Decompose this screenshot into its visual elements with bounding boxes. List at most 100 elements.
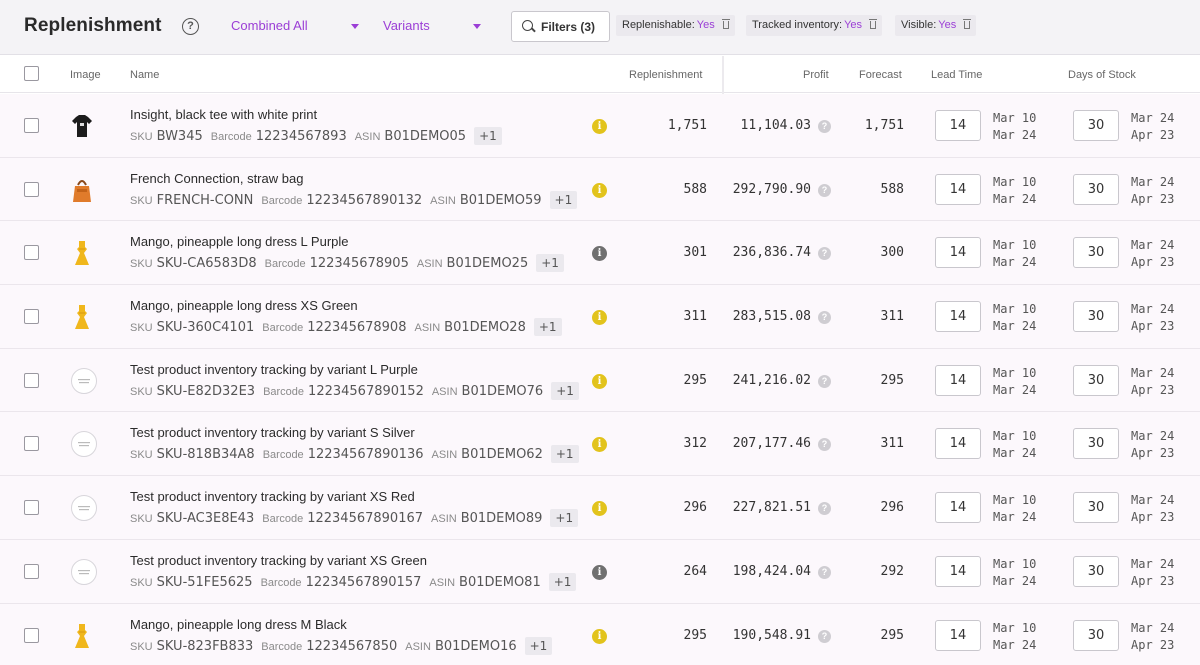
lead-time-input[interactable]: 14 [935,619,981,651]
product-name[interactable]: Mango, pineapple long dress M Black [130,616,347,632]
barcode-value: 12234567890136 [307,447,424,463]
product-name[interactable]: French Connection, straw bag [130,170,304,186]
table-row[interactable]: Test product inventory tracking by varia… [0,476,1200,540]
days-of-stock-input[interactable]: 30 [1073,428,1119,460]
profit-help-icon[interactable]: ? [818,502,831,516]
column-header-days-of-stock[interactable]: Days of Stock [1068,69,1136,81]
info-icon[interactable]: i [592,119,607,134]
more-identifiers-badge[interactable]: +1 [533,318,562,337]
info-icon[interactable]: i [592,246,607,262]
profit-help-icon[interactable]: ? [818,565,831,579]
row-checkbox[interactable] [24,181,39,197]
days-of-stock-input[interactable]: 30 [1073,619,1119,651]
product-name[interactable]: Test product inventory tracking by varia… [130,425,415,441]
lead-time-input[interactable]: 14 [935,364,981,396]
product-name[interactable]: Test product inventory tracking by varia… [130,361,418,377]
table-row[interactable]: Test product inventory tracking by varia… [0,348,1200,413]
days-of-stock-dates: Mar 24 Apr 23 [1131,301,1174,335]
row-checkbox[interactable] [24,309,39,325]
trash-icon[interactable] [963,19,972,29]
row-checkbox[interactable] [24,500,39,516]
profit-help-icon[interactable]: ? [818,183,831,197]
days-of-stock-input[interactable]: 30 [1073,237,1119,269]
select-all-checkbox[interactable] [24,66,39,81]
lead-time-input[interactable]: 14 [935,492,981,524]
variants-dropdown[interactable]: Variants [383,18,483,33]
more-identifiers-badge[interactable]: +1 [549,190,578,209]
product-name[interactable]: Test product inventory tracking by varia… [130,552,427,568]
days-of-stock-input[interactable]: 30 [1073,555,1119,587]
trash-icon[interactable] [721,19,730,29]
more-identifiers-badge[interactable]: +1 [550,509,579,528]
row-checkbox[interactable] [24,436,39,452]
info-icon[interactable]: i [592,564,607,580]
info-icon[interactable]: i [592,501,607,517]
profit-help-icon[interactable]: ? [818,438,831,452]
table-row[interactable]: Mango, pineapple long dress XS Green SKU S… [0,285,1200,349]
column-header-replenishment[interactable]: Replenishment [629,69,703,81]
lead-time-input[interactable]: 14 [935,173,981,205]
row-checkbox[interactable] [24,627,39,643]
product-thumbnail [70,303,94,331]
product-thumbnail [70,367,97,395]
info-icon[interactable]: i [592,437,607,453]
info-icon[interactable]: i [592,373,607,389]
days-of-stock-input[interactable]: 30 [1073,301,1119,333]
column-header-forecast[interactable]: Forecast [859,69,902,81]
view-dropdown[interactable]: Combined All [231,18,361,33]
row-checkbox[interactable] [24,245,39,261]
table-row[interactable]: Mango, pineapple long dress M Black SKU SK… [0,603,1200,665]
lead-time-input[interactable]: 14 [935,110,981,141]
chip-label: Visible: [901,19,937,31]
more-identifiers-badge[interactable]: +1 [524,636,553,655]
info-icon[interactable]: i [592,182,607,198]
table-row[interactable]: Test product inventory tracking by varia… [0,412,1200,477]
column-header-profit[interactable]: Profit [803,69,829,81]
days-of-stock-input[interactable]: 30 [1073,173,1119,205]
profit-help-icon[interactable]: ? [818,247,831,261]
row-checkbox[interactable] [24,118,39,133]
more-identifiers-badge[interactable]: +1 [550,445,579,464]
help-icon[interactable]: ? [182,18,199,35]
table-row[interactable]: Insight, black tee with white print SKU BW… [0,94,1200,158]
lead-time-input[interactable]: 14 [935,301,981,333]
filters-button[interactable]: Filters (3) [511,11,610,42]
profit-help-icon[interactable]: ? [818,374,831,388]
product-name[interactable]: Mango, pineapple long dress L Purple [130,234,349,250]
product-name[interactable]: Insight, black tee with white print [130,107,318,122]
column-header-image: Image [70,69,101,81]
product-name[interactable]: Mango, pineapple long dress XS Green [130,298,358,314]
table-row[interactable]: French Connection, straw bag SKU FRENCH-CO… [0,157,1200,222]
days-of-stock-input[interactable]: 30 [1073,492,1119,524]
table-row[interactable]: Mango, pineapple long dress L Purple SKU S… [0,221,1200,286]
sku-value: BW345 [156,129,203,144]
lead-time-input[interactable]: 14 [935,237,981,269]
more-identifiers-badge[interactable]: +1 [548,572,577,591]
profit-help-icon[interactable]: ? [818,629,831,643]
table-header: Image Name Replenishment Profit Forecast… [0,56,1200,93]
lead-time-end-date: Mar 24 [993,573,1037,588]
row-checkbox[interactable] [24,563,39,579]
product-identifiers: SKU SKU-818B34A8 Barcode 12234567890136 ASIN… [130,445,579,464]
lead-time-input[interactable]: 14 [935,428,981,460]
lead-time-start-date: Mar 10 [993,111,1037,125]
table-row[interactable]: Test product inventory tracking by varia… [0,539,1200,604]
lead-time-input[interactable]: 14 [935,555,981,587]
lead-time-end-date: Mar 24 [993,319,1037,334]
more-identifiers-badge[interactable]: +1 [551,381,579,400]
trash-icon[interactable] [869,19,878,29]
days-of-stock-input[interactable]: 30 [1073,110,1119,141]
info-icon[interactable]: i [592,628,607,644]
info-icon[interactable]: i [592,310,607,326]
lead-time-start-date: Mar 10 [993,238,1037,253]
more-identifiers-badge[interactable]: +1 [474,127,502,145]
column-header-name[interactable]: Name [130,69,160,81]
days-of-stock-input[interactable]: 30 [1073,364,1119,396]
column-header-lead-time[interactable]: Lead Time [931,69,983,81]
profit-help-icon[interactable]: ? [818,120,831,133]
more-identifiers-badge[interactable]: +1 [536,254,564,273]
row-checkbox[interactable] [24,372,39,388]
profit-help-icon[interactable]: ? [818,311,831,325]
product-identifiers: SKU FRENCH-CONN Barcode 12234567890132 ASIN B… [130,190,578,209]
product-name[interactable]: Test product inventory tracking by varia… [130,489,415,505]
